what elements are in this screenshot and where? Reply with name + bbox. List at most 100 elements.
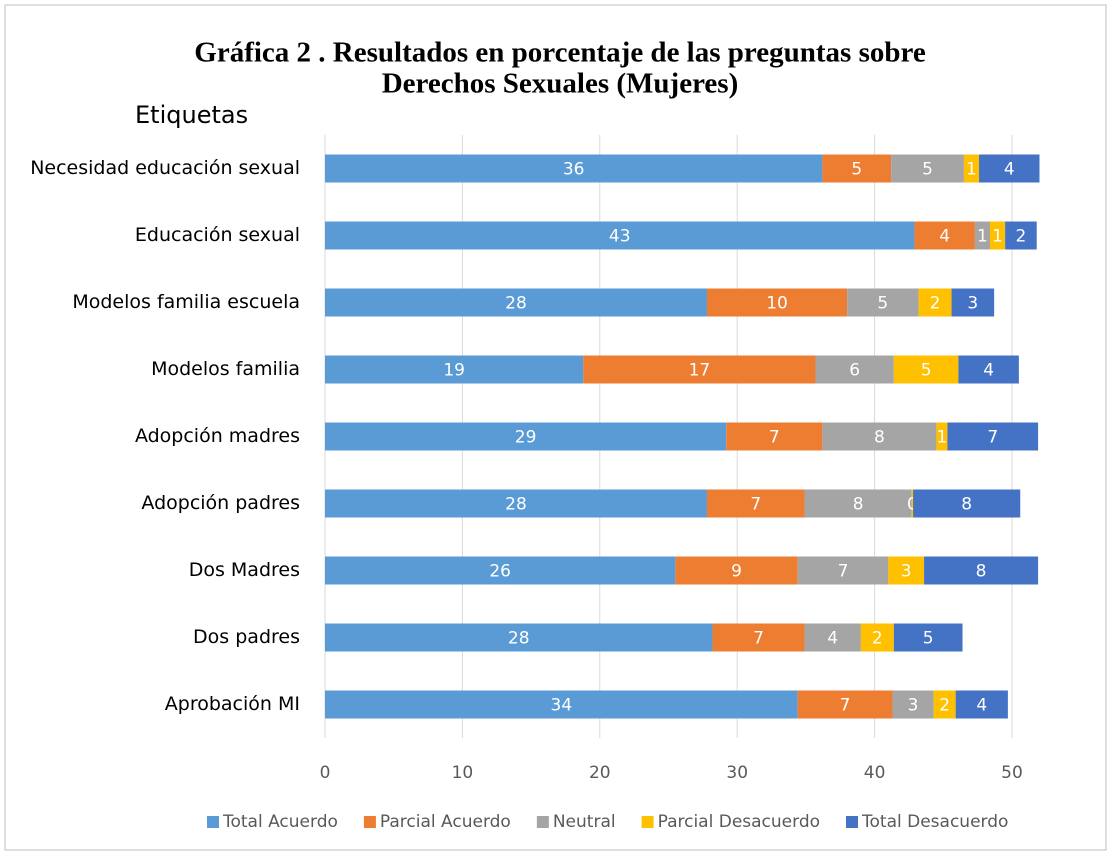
data-label: 4 (827, 629, 838, 649)
bar-segment (918, 288, 952, 317)
data-label: 3 (908, 696, 919, 716)
data-label: 7 (769, 428, 780, 448)
bar-segment (797, 556, 889, 585)
legend-label: Parcial Acuerdo (380, 812, 511, 832)
x-tick-label: 40 (864, 763, 886, 783)
bar-segment (891, 154, 964, 183)
legend-swatch (641, 816, 654, 828)
y-tick-label: Adopción padres (141, 492, 300, 514)
data-label: 5 (921, 361, 932, 381)
data-label: 7 (753, 629, 764, 649)
chart-subtitle: Derechos Sexuales (Mujeres) (382, 68, 739, 100)
x-tick-label: 10 (452, 763, 474, 783)
bar-segment (963, 154, 980, 183)
data-label: 6 (849, 361, 860, 381)
x-tick-label: 30 (726, 763, 748, 783)
bar-segment (797, 690, 893, 719)
bar-segment (933, 690, 956, 719)
bar-segment (951, 288, 995, 317)
data-label: 43 (609, 227, 631, 247)
data-label: 7 (750, 495, 761, 515)
data-label: 29 (515, 428, 537, 448)
data-label: 1 (992, 227, 1003, 247)
data-label: 4 (1004, 160, 1015, 180)
bar-segment (325, 422, 727, 451)
data-label: 28 (505, 294, 527, 314)
bar-segment (893, 623, 963, 652)
bar-segment (706, 288, 848, 317)
data-label: 1 (977, 227, 988, 247)
legend-swatch (363, 816, 376, 828)
y-tick-label: Modelos familia (151, 358, 300, 380)
bar-segment (860, 623, 894, 652)
bar-segment (712, 623, 805, 652)
data-label: 8 (976, 562, 987, 582)
bar-segment (325, 556, 676, 585)
bar-segment (675, 556, 798, 585)
data-label: 3 (901, 562, 912, 582)
data-label: 2 (1016, 227, 1027, 247)
data-label: 28 (505, 495, 527, 515)
bar-segment (913, 489, 1021, 518)
x-tick-label: 20 (589, 763, 611, 783)
data-label: 7 (840, 696, 851, 716)
bar-segment (815, 355, 894, 384)
bar-segment (958, 355, 1019, 384)
data-label: 9 (731, 562, 742, 582)
data-label: 26 (489, 562, 511, 582)
y-tick-label: Adopción madres (135, 425, 300, 447)
legend-swatch (846, 816, 859, 828)
bar-segment (325, 355, 584, 384)
data-label: 4 (983, 361, 994, 381)
data-label: 19 (443, 361, 465, 381)
data-label: 8 (961, 495, 972, 515)
data-label: 1 (966, 160, 977, 180)
data-label: 8 (874, 428, 885, 448)
y-tick-label: Necesidad educación sexual (30, 157, 300, 179)
data-label: 5 (851, 160, 862, 180)
bar-segment (1005, 221, 1037, 250)
bar-segment (990, 221, 1006, 250)
bar-segment (947, 422, 1039, 451)
axis-label: Etiquetas (135, 101, 248, 129)
bar-segment (974, 221, 991, 250)
legend-swatch (536, 816, 549, 828)
bar-segment (325, 690, 798, 719)
data-label: 3 (967, 294, 978, 314)
data-label: 4 (976, 696, 987, 716)
data-label: 1 (937, 428, 948, 448)
data-label: 34 (551, 696, 573, 716)
bar-segment (822, 154, 892, 183)
bar-segment (847, 288, 919, 317)
bar-segment (924, 556, 1039, 585)
legend-label: Parcial Desacuerdo (658, 812, 820, 832)
data-label: 8 (853, 495, 864, 515)
data-label: 0 (907, 495, 918, 515)
bar-segment (726, 422, 823, 451)
data-label: 4 (939, 227, 950, 247)
data-label: 36 (563, 160, 585, 180)
bar-segment (936, 422, 948, 451)
bar-segment (979, 154, 1040, 183)
bar-segment (955, 690, 1008, 719)
bar-segment (325, 623, 713, 652)
bar-segment (893, 355, 959, 384)
y-tick-label: Aprobación MI (165, 693, 300, 715)
bar-segment (706, 489, 805, 518)
bar-segment (822, 422, 937, 451)
chart-title: Gráfica 2 . Resultados en porcentaje de … (194, 37, 926, 69)
bar-segment (804, 489, 912, 518)
y-tick-label: Dos padres (193, 626, 300, 648)
data-label: 17 (689, 361, 711, 381)
data-label: 28 (508, 629, 530, 649)
legend-swatch (207, 816, 219, 828)
data-label: 7 (838, 562, 849, 582)
x-tick-label: 0 (320, 763, 331, 783)
data-label: 2 (930, 294, 941, 314)
bar-segment (911, 489, 914, 518)
data-label: 5 (922, 160, 933, 180)
bar-segment (888, 556, 925, 585)
legend-label: Neutral (553, 812, 616, 832)
legend-label: Total Desacuerdo (861, 812, 1008, 832)
